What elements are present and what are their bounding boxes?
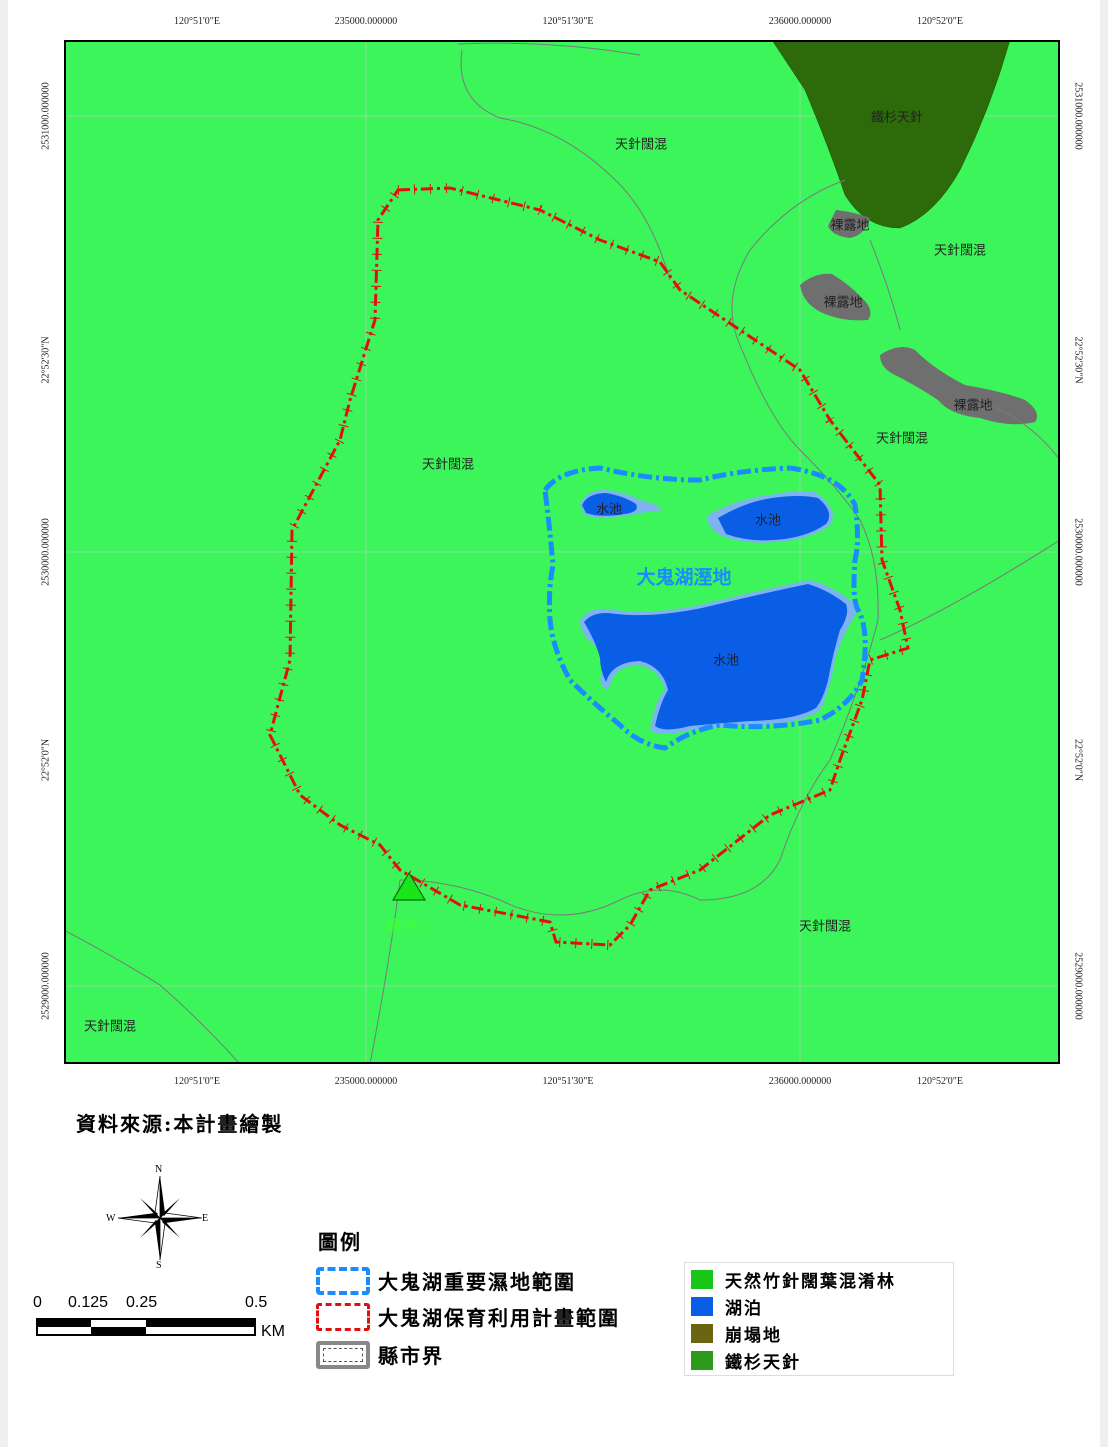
- wetland-boundary: [542, 465, 868, 751]
- label-mixed-6: 天針闊混: [83, 1019, 137, 1035]
- scale-label-0: 0: [33, 1294, 42, 1311]
- coord-top-3: 120°51'30"E: [542, 16, 594, 27]
- legend-county-swatch: [316, 1340, 370, 1369]
- legend-plan-label: 大鬼湖保育利用計畫範圍: [378, 1306, 620, 1330]
- pond-1: [582, 493, 637, 516]
- bare-land-3: [880, 346, 1038, 425]
- legend-wetland-swatch: [316, 1266, 370, 1295]
- coord-left-1: 2531000.000000: [40, 82, 52, 150]
- scale-label-1: 0.125: [68, 1294, 109, 1311]
- coord-right-4: 22°52'0"N: [1072, 738, 1084, 782]
- scale-label-3: 0.5: [245, 1294, 268, 1311]
- plan-boundary: [268, 186, 910, 947]
- coord-left-2: 22°52'30"N: [40, 336, 52, 384]
- landcover-item-hemlock: 鐵杉天針: [691, 1348, 801, 1373]
- map-canvas: [66, 42, 1058, 1062]
- legend-title: 圖例: [318, 1230, 362, 1254]
- coord-bottom-2: 235000.000000: [334, 1076, 398, 1087]
- landcover-item-landslide: 崩塌地: [691, 1321, 782, 1346]
- coord-right-2: 22°52'30"N: [1072, 336, 1084, 384]
- landcover-landslide-swatch: [691, 1324, 713, 1343]
- label-pond-1: 水池: [595, 502, 623, 518]
- compass-s: S: [156, 1260, 162, 1271]
- landcover-hemlock-label: 鐵杉天針: [725, 1353, 801, 1373]
- landcover-item-mixed: 天然竹針闊葉混淆林: [691, 1267, 896, 1292]
- coord-bottom-3: 120°51'30"E: [542, 1076, 594, 1087]
- coord-bottom-1: 120°51'0"E: [174, 1076, 220, 1087]
- landcover-hemlock-swatch: [691, 1351, 713, 1370]
- label-mixed-3: 天針闊混: [875, 431, 929, 447]
- compass-w: W: [106, 1213, 116, 1224]
- label-wetland: 大鬼湖溼地: [636, 566, 732, 589]
- landcover-lake-label: 湖泊: [725, 1299, 763, 1319]
- coord-bottom-4: 236000.000000: [768, 1076, 832, 1087]
- landcover-landslide-label: 崩塌地: [725, 1326, 782, 1346]
- scale-bar: [36, 1318, 256, 1336]
- label-bare-3: 裸露地: [953, 398, 993, 414]
- county-boundaries: [66, 42, 1058, 1062]
- north-arrow: N S E W: [106, 1162, 212, 1272]
- peak-triangle-icon: [391, 871, 427, 901]
- coord-left-4: 22°52'0"N: [40, 738, 52, 782]
- bare-land-1: [828, 210, 870, 238]
- coord-right-5: 2529000.000000: [1072, 952, 1084, 1020]
- landcover-item-lake: 湖泊: [691, 1294, 763, 1319]
- legend-plan-swatch: [316, 1302, 370, 1331]
- scale-label-2: 0.25: [126, 1294, 158, 1311]
- label-mixed-4: 天針闊混: [421, 457, 475, 473]
- compass-n: N: [155, 1164, 163, 1175]
- coord-left-5: 2529000.000000: [40, 952, 52, 1020]
- label-pond-2: 水池: [754, 513, 782, 529]
- label-mixed-5: 天針闊混: [798, 919, 852, 935]
- coord-top-2: 235000.000000: [334, 16, 398, 27]
- label-bare-2: 裸露地: [823, 295, 863, 311]
- landcover-mixed-swatch: [691, 1270, 713, 1289]
- label-mixed-1: 天針闊混: [614, 137, 668, 153]
- pond-3: [584, 584, 848, 730]
- coord-bottom-5: 120°52'0"E: [917, 1076, 963, 1087]
- bare-land-2: [800, 273, 871, 321]
- compass-icon: [117, 1175, 203, 1261]
- map-frame[interactable]: [64, 40, 1060, 1064]
- legend-item-wetland: 大鬼湖重要濕地範圍: [316, 1266, 576, 1295]
- label-peak: 鷹林山: [385, 917, 435, 936]
- coord-left-3: 2530000.000000: [40, 518, 52, 586]
- coord-top-5: 120°52'0"E: [917, 16, 963, 27]
- pond-2: [718, 496, 830, 541]
- legend-item-plan: 大鬼湖保育利用計畫範圍: [316, 1302, 620, 1331]
- legend-county-label: 縣市界: [378, 1344, 444, 1368]
- legend-item-county: 縣市界: [316, 1340, 444, 1369]
- scale-unit: KM: [261, 1323, 285, 1340]
- compass-e: E: [202, 1213, 209, 1224]
- legend-wetland-label: 大鬼湖重要濕地範圍: [378, 1270, 576, 1294]
- landcover-legend: 天然竹針闊葉混淆林 湖泊 崩塌地 鐵杉天針: [684, 1262, 954, 1376]
- forest-area: [773, 42, 1010, 229]
- coord-top-4: 236000.000000: [768, 16, 832, 27]
- label-forest: 鐵杉天針: [870, 110, 924, 126]
- coord-right-1: 2531000.000000: [1072, 82, 1084, 150]
- label-bare-1: 裸露地: [830, 218, 870, 234]
- label-pond-3: 水池: [712, 653, 740, 669]
- landcover-mixed-label: 天然竹針闊葉混淆林: [725, 1272, 896, 1292]
- source-text: 資料來源:本計畫繪製: [76, 1112, 284, 1136]
- coord-top-1: 120°51'0"E: [174, 16, 220, 27]
- label-mixed-2: 天針闊混: [933, 243, 987, 259]
- landcover-lake-swatch: [691, 1297, 713, 1316]
- coord-right-3: 2530000.000000: [1072, 518, 1084, 586]
